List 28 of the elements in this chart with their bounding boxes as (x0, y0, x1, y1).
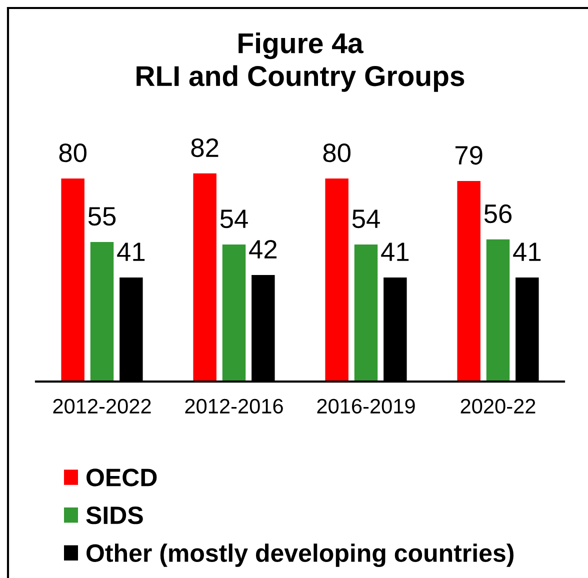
chart-title: Figure 4a RLI and Country Groups (136, 32, 464, 92)
data-label: 80 (323, 143, 350, 162)
bar (193, 173, 216, 382)
x-tick-label: 2012-2022 (53, 398, 151, 414)
data-label: 79 (456, 146, 482, 165)
legend-label: Other (mostly developing countries) (86, 544, 514, 568)
bar (61, 178, 84, 382)
bar (457, 181, 480, 382)
data-label: 42 (249, 240, 277, 258)
data-label: 41 (513, 242, 541, 261)
data-label: 56 (484, 204, 512, 224)
data-label: 82 (191, 138, 218, 158)
data-label: 55 (88, 207, 116, 226)
data-label: 41 (381, 242, 409, 261)
data-label: 54 (220, 210, 248, 228)
x-tick-label: 2012-2016 (185, 398, 283, 414)
bar (354, 244, 378, 382)
bar (90, 242, 114, 382)
x-tick-label: 2020-22 (460, 398, 536, 414)
data-label: 54 (352, 210, 380, 228)
x-tick-label: 2016-2019 (317, 398, 415, 414)
bar (222, 244, 246, 382)
legend-label: SIDS (86, 506, 143, 524)
bar (486, 239, 510, 382)
legend-label: OECD (86, 468, 157, 486)
bar (325, 178, 348, 382)
data-label: 41 (117, 242, 145, 261)
data-label: 80 (59, 143, 86, 162)
